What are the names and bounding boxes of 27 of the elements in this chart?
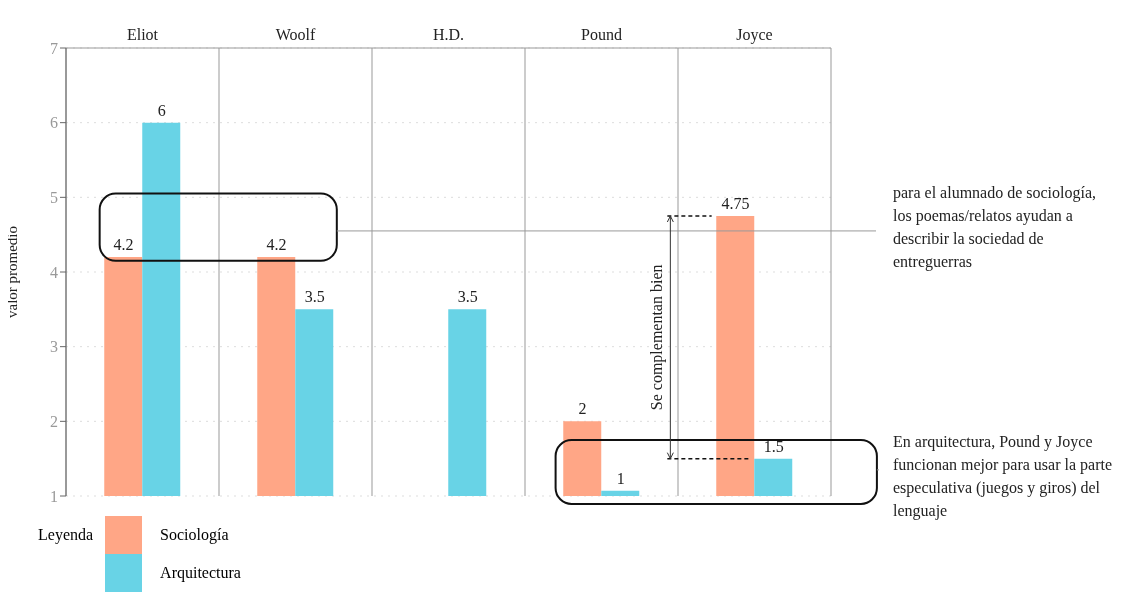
x-tick-label: Woolf bbox=[275, 26, 316, 43]
data-label: 2 bbox=[578, 400, 587, 418]
data-label: 4.2 bbox=[266, 236, 287, 254]
legend-label: Arquitectura bbox=[160, 564, 241, 582]
y-tick-label: 4 bbox=[50, 263, 58, 281]
y-tick-label: 1 bbox=[50, 487, 58, 505]
legend-label: Sociología bbox=[160, 526, 229, 544]
x-tick-label: Eliot bbox=[126, 26, 159, 43]
data-label: 4.2 bbox=[113, 236, 134, 254]
data-label: 3.5 bbox=[304, 288, 325, 306]
legend-title: Leyenda bbox=[38, 526, 94, 544]
data-label: 4.75 bbox=[721, 195, 750, 212]
y-tick-label: 7 bbox=[50, 39, 58, 57]
y-tick-label: 6 bbox=[50, 114, 58, 132]
data-label: 1 bbox=[616, 469, 625, 487]
y-tick-label: 5 bbox=[50, 189, 58, 207]
data-label: 1.5 bbox=[763, 437, 784, 455]
y-tick-label: 2 bbox=[50, 413, 58, 431]
y-tick-label: 3 bbox=[50, 338, 58, 356]
annotation: Se complementan bien bbox=[648, 264, 667, 411]
x-tick-label: H.D. bbox=[432, 26, 465, 43]
text: En arquitectura, Pound y Joyce funcionan mejor para usar la parte especulativa (juegos y giros) del lenguaje bbox=[893, 431, 1113, 522]
x-tick-label: Pound bbox=[581, 26, 622, 43]
data-label: 6 bbox=[157, 101, 166, 119]
x-tick-label: Joyce bbox=[736, 26, 773, 44]
text: para el alumnado de sociología, los poemas/relatos ayudan a describir la sociedad de entreguerras bbox=[893, 182, 1098, 273]
data-label: 3.5 bbox=[457, 288, 478, 306]
